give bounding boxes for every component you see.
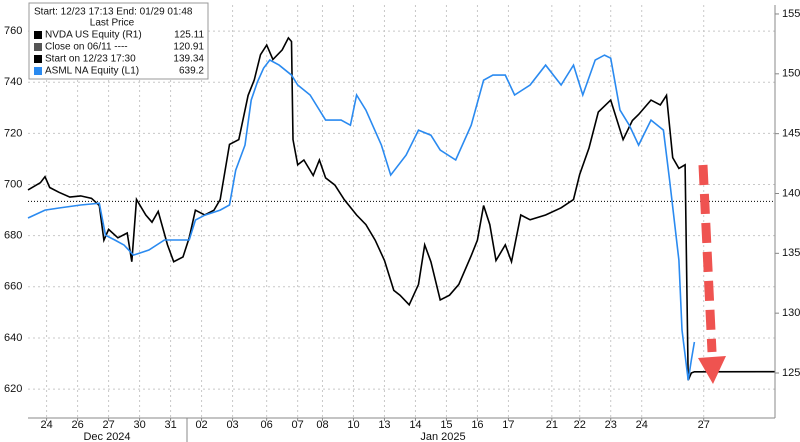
x-tick-label: 31	[164, 419, 176, 431]
legend-value: 125.11	[174, 30, 204, 41]
legend-value: 120.91	[173, 42, 204, 53]
x-tick-label: 02	[195, 419, 207, 431]
legend-label: NVDA US Equity (R1)	[45, 30, 142, 41]
x-group-label: Jan 2025	[420, 431, 465, 442]
x-tick-label: 15	[440, 419, 452, 431]
y2-tick-label: 155	[782, 8, 800, 20]
annotation-arrow	[698, 164, 726, 384]
legend-label: Close on 06/11 ----	[45, 42, 128, 53]
legend-value: 639.2	[179, 66, 204, 77]
legend: Start: 12/23 17:13 End: 01/29 01:48 Last…	[28, 2, 209, 80]
x-tick-label: 24	[636, 419, 648, 431]
series-line	[27, 36, 776, 381]
y-tick-label: 720	[4, 127, 22, 139]
legend-swatch	[34, 31, 42, 39]
y-tick-label: 620	[4, 383, 22, 395]
y2-tick-label: 140	[782, 187, 800, 199]
x-tick-label: 14	[409, 419, 421, 431]
x-tick-label: 06	[261, 419, 273, 431]
y2-tick-label: 135	[782, 247, 800, 259]
y-tick-label: 740	[4, 76, 22, 88]
arrow-shaft	[698, 164, 717, 353]
y2-tick-label: 145	[782, 128, 800, 140]
x-tick-label: 10	[347, 419, 359, 431]
legend-swatch	[34, 43, 42, 51]
legend-title: Start: 12/23 17:13 End: 01/29 01:48	[34, 7, 193, 18]
legend-value: 139.34	[173, 54, 204, 65]
x-tick-label: 26	[71, 419, 83, 431]
y-tick-label: 760	[4, 25, 22, 37]
y-tick-label: 680	[4, 230, 22, 242]
x-tick-label: 13	[378, 419, 390, 431]
legend-swatch	[34, 55, 42, 63]
x-tick-label: 07	[292, 419, 304, 431]
x-tick-label: 17	[502, 419, 514, 431]
legend-box	[28, 2, 209, 80]
plot-area	[27, 36, 776, 381]
x-tick-label: 27	[698, 419, 710, 431]
x-tick-label: 16	[471, 419, 483, 431]
y-tick-label: 660	[4, 281, 22, 293]
x-tick-label: 24	[40, 419, 52, 431]
arrow-head	[698, 356, 726, 384]
y2-tick-label: 130	[782, 307, 800, 319]
legend-label: Start on 12/23 17:30	[45, 54, 136, 65]
x-tick-label: 03	[226, 419, 238, 431]
x-tick-label: 22	[574, 419, 586, 431]
y2-tick-label: 125	[782, 367, 800, 379]
x-tick-label: 21	[546, 419, 558, 431]
y2-tick-label: 150	[782, 68, 800, 80]
series-line	[27, 54, 696, 381]
x-tick-label: 27	[102, 419, 114, 431]
legend-swatch	[34, 67, 42, 75]
x-group-label: Dec 2024	[83, 431, 130, 442]
legend-subtitle: Last Price	[90, 18, 135, 29]
legend-label: ASML NA Equity (L1)	[45, 66, 139, 77]
y-tick-label: 640	[4, 332, 22, 344]
x-tick-label: 30	[133, 419, 145, 431]
x-tick-label: 23	[605, 419, 617, 431]
y-tick-label: 700	[4, 178, 22, 190]
x-tick-label: 08	[316, 419, 328, 431]
